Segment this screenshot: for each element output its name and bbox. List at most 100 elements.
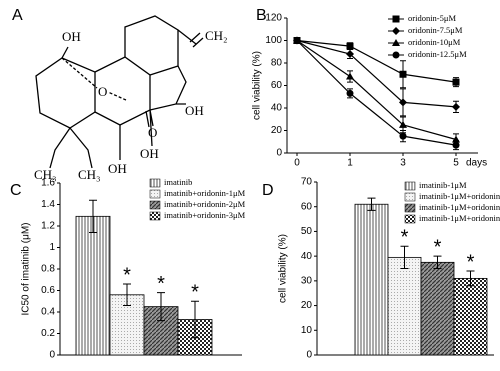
- y-tick-label: 1.6: [41, 178, 55, 189]
- line: [296, 40, 457, 141]
- legend-label: oridonin-12.5μM: [408, 49, 467, 59]
- marker: [399, 120, 407, 128]
- y-tick-label: 10: [301, 325, 313, 336]
- legend-swatch: [404, 192, 416, 202]
- bar: [420, 261, 455, 356]
- legend-label: imatinib+oridonin-2μM: [164, 199, 246, 209]
- y-tick-label: 50: [301, 226, 313, 237]
- y-axis-label: cell viability (%): [278, 234, 289, 303]
- marker: [399, 132, 407, 140]
- annotation: *: [157, 273, 165, 295]
- marker: [452, 141, 460, 149]
- legend-label: oridonin-10μM: [408, 37, 461, 47]
- marker: [452, 102, 460, 111]
- atom-label: O: [148, 125, 157, 140]
- legend-label: imatinib+oridonin-1μM: [164, 188, 246, 198]
- legend-label: imatinib+oridonin-3μM: [164, 210, 246, 220]
- y-axis-label: cell viability (%): [252, 51, 263, 120]
- y-tick-label: 100: [265, 35, 282, 46]
- y-tick-label: 20: [301, 300, 313, 311]
- y-tick-label: 1.4: [41, 199, 55, 210]
- bar: [75, 215, 111, 356]
- y-tick-label: 80: [271, 58, 283, 69]
- line: [296, 40, 457, 146]
- line: [296, 39, 457, 83]
- marker: [399, 98, 407, 107]
- x-tick-label: 0: [294, 158, 300, 169]
- atom-label: O: [98, 84, 107, 99]
- legend-swatch: [404, 214, 416, 224]
- y-tick-label: 1: [49, 242, 55, 253]
- marker: [452, 78, 460, 86]
- legend-swatch: [404, 203, 416, 213]
- marker: [392, 51, 400, 59]
- legend-label: oridonin-5μM: [408, 13, 456, 23]
- panel-label: D: [262, 182, 274, 199]
- legend-label: imatinib-1μM: [419, 180, 467, 190]
- y-tick-label: 40: [271, 103, 283, 114]
- y-tick-label: 0.4: [41, 307, 55, 318]
- atom-label: OH: [140, 146, 159, 161]
- legend-swatch: [149, 178, 161, 188]
- atom-label: CH₃: [34, 167, 57, 182]
- y-tick-label: 40: [301, 251, 313, 262]
- marker: [399, 70, 407, 78]
- x-axis-label: days: [466, 158, 487, 169]
- panel-label: A: [12, 7, 23, 24]
- y-tick-label: 0.8: [41, 264, 55, 275]
- atom-label: CH₃: [78, 167, 101, 182]
- legend-label: oridonin-7.5μM: [408, 25, 463, 35]
- y-tick-label: 1.2: [41, 221, 55, 232]
- error-bar: [433, 255, 442, 269]
- legend-swatch: [149, 200, 161, 210]
- y-tick-label: 0: [306, 350, 312, 361]
- y-tick-label: 0.2: [41, 328, 55, 339]
- legend-swatch: [404, 181, 416, 191]
- y-tick-label: 60: [301, 201, 313, 212]
- y-tick-label: 70: [301, 177, 313, 188]
- y-tick-label: 0: [276, 148, 282, 159]
- error-bar: [157, 292, 165, 322]
- x-tick-label: 5: [453, 158, 459, 169]
- annotation: *: [401, 227, 409, 249]
- panel-label: B: [256, 7, 267, 24]
- atom-label: CH₂: [205, 28, 228, 43]
- y-tick-label: 30: [301, 275, 313, 286]
- error-bar: [123, 283, 131, 307]
- x-tick-label: 1: [347, 158, 353, 169]
- x-tick-label: 3: [400, 158, 406, 169]
- line: [296, 39, 457, 108]
- marker: [293, 37, 301, 44]
- marker: [346, 89, 354, 97]
- error-bar: [400, 245, 409, 269]
- annotation: *: [123, 264, 131, 286]
- error-bar: [89, 199, 97, 233]
- marker: [346, 42, 354, 50]
- legend-swatch: [149, 211, 161, 221]
- y-tick-label: 60: [271, 80, 283, 91]
- marker: [346, 50, 354, 58]
- legend-label: imatinib-1μM+oridonin-3μM: [419, 213, 500, 223]
- y-tick-label: 120: [265, 13, 282, 24]
- marker: [392, 39, 400, 46]
- legend-label: imatinib-1μM+oridonin-2μM: [419, 202, 500, 212]
- y-tick-label: 20: [271, 125, 283, 136]
- legend-label: imatinib: [164, 177, 192, 187]
- error-bar: [367, 197, 376, 211]
- panel-label: C: [10, 182, 22, 199]
- error-bar: [466, 270, 475, 287]
- marker: [392, 15, 400, 23]
- error-bar: [191, 300, 199, 339]
- annotation: *: [467, 251, 475, 273]
- legend-label: imatinib-1μM+oridonin-1μM: [419, 191, 500, 201]
- annotation: *: [191, 282, 199, 304]
- marker: [392, 27, 400, 35]
- atom-label: OH: [62, 29, 81, 44]
- bar: [354, 203, 389, 356]
- atom-label: OH: [108, 161, 127, 176]
- bar: [453, 277, 488, 356]
- y-tick-label: 0: [49, 350, 55, 361]
- annotation: *: [434, 236, 442, 258]
- y-axis-label: IC50 of imatinib (μM): [21, 222, 32, 315]
